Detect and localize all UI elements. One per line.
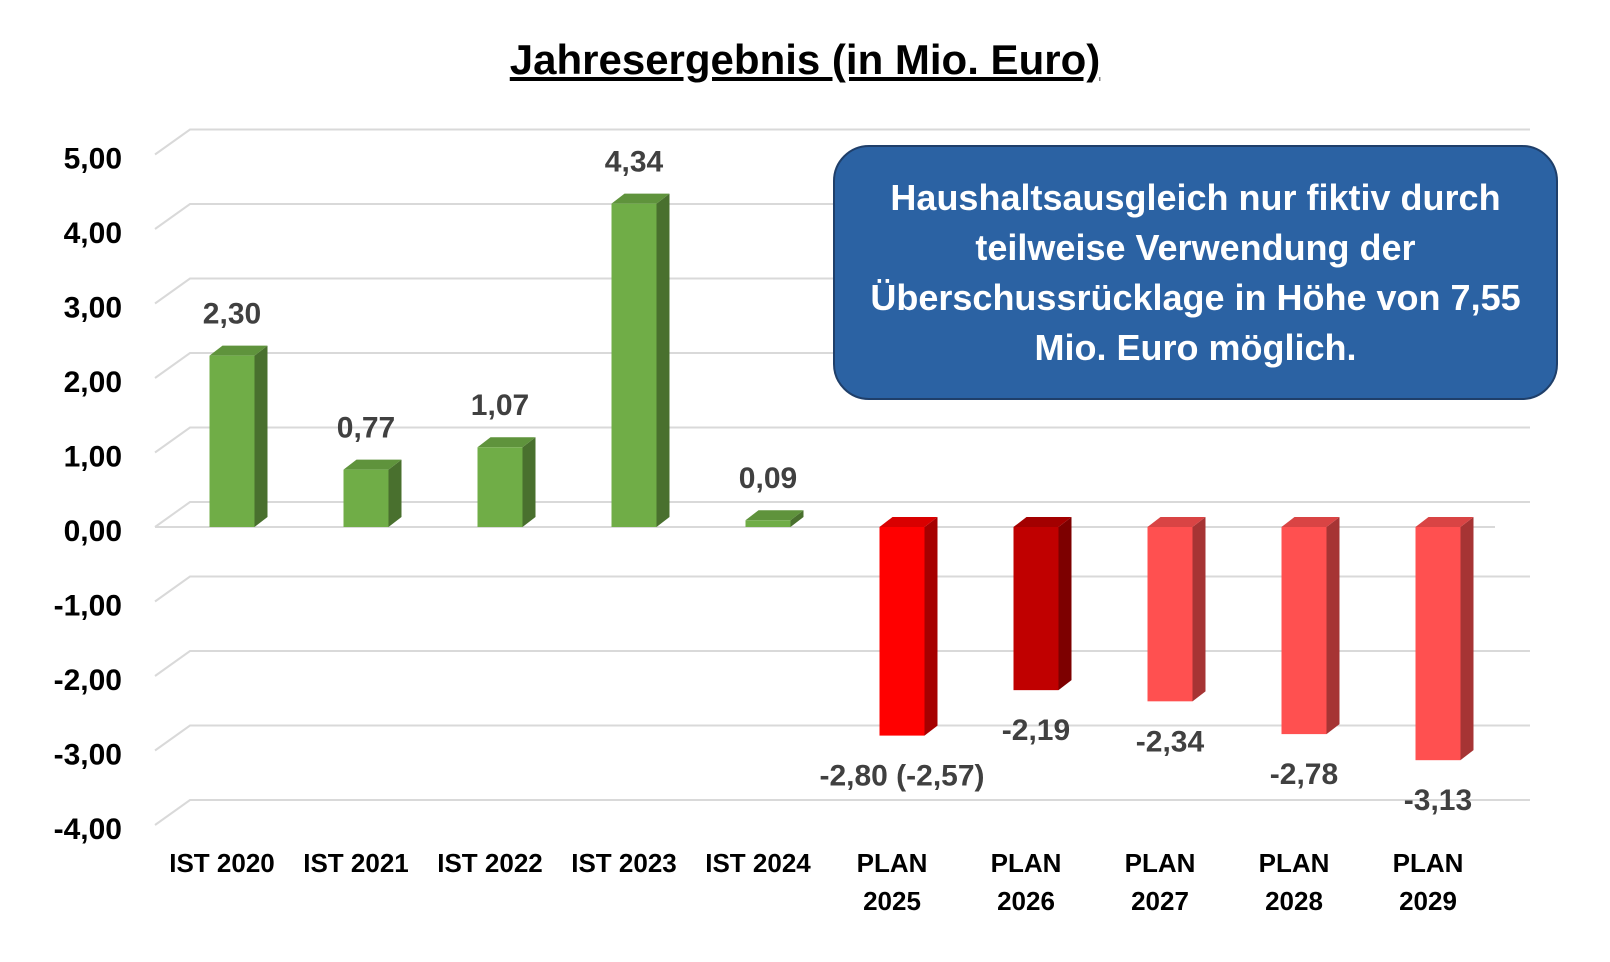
value-label: 2,30	[203, 298, 261, 331]
bar-top	[477, 437, 536, 448]
y-tick-label: -2,00	[54, 664, 122, 697]
bar-front	[1013, 527, 1059, 691]
value-label: 0,09	[739, 462, 797, 495]
bar-front	[611, 203, 657, 528]
chart-title: Jahresergebnis (in Mio. Euro)	[509, 36, 1101, 83]
bar	[1013, 517, 1072, 691]
value-label: 1,07	[471, 389, 529, 422]
bar	[1281, 517, 1340, 735]
grid-line	[154, 799, 1530, 826]
value-label: -2,80 (-2,57)	[819, 760, 984, 793]
bar-top	[343, 459, 402, 470]
bar-front	[879, 527, 925, 736]
bar-side	[1192, 517, 1206, 702]
bar-side	[924, 517, 938, 736]
bar-top	[745, 510, 804, 521]
bar-side	[1326, 517, 1340, 735]
y-tick-label: -3,00	[54, 738, 122, 771]
bar-front	[1147, 527, 1193, 702]
bar-side	[388, 459, 402, 527]
value-label: -3,13	[1404, 784, 1472, 817]
bar-side	[656, 193, 670, 528]
annotation-text: Haushaltsausgleich nur fiktiv durch teil…	[870, 176, 1521, 368]
x-tick-label: IST 2024	[705, 848, 811, 878]
y-tick-label: 5,00	[64, 142, 122, 175]
value-label: 0,77	[337, 412, 395, 445]
grid-line	[154, 724, 1530, 752]
bar-top	[1147, 517, 1206, 527]
grid-line	[154, 575, 1530, 603]
bar	[209, 345, 268, 527]
bar-side	[1058, 517, 1072, 691]
bar-side	[254, 345, 268, 527]
x-tick-label: IST 2023	[571, 848, 677, 878]
x-tick-label: PLAN 2029	[1392, 848, 1464, 916]
grid-line	[154, 501, 1530, 528]
x-tick-label: PLAN 2025	[856, 848, 928, 916]
bar	[879, 517, 938, 736]
x-tick-label: PLAN 2026	[990, 848, 1062, 916]
bar-front	[1415, 527, 1461, 761]
y-tick-label: -1,00	[54, 589, 122, 622]
bar-top	[611, 193, 670, 204]
y-tick-label: 1,00	[64, 440, 122, 473]
bar-front	[1281, 527, 1327, 735]
bar-top	[1013, 517, 1072, 527]
bar-top	[209, 345, 268, 356]
grid-line	[154, 426, 1530, 454]
value-label: 4,34	[605, 146, 664, 179]
bar-top	[879, 517, 938, 527]
value-label: -2,19	[1002, 714, 1070, 747]
bar	[343, 459, 402, 527]
bar	[745, 510, 804, 527]
bar-side	[790, 510, 804, 527]
annotation: Haushaltsausgleich nur fiktiv durch teil…	[833, 145, 1558, 400]
grid-line	[154, 128, 1530, 156]
bar-side	[1460, 517, 1474, 761]
bar	[1415, 517, 1474, 761]
y-tick-label: 3,00	[64, 291, 122, 324]
x-tick-label: PLAN 2028	[1258, 848, 1330, 916]
x-tick-label: IST 2020	[169, 848, 275, 878]
bar	[477, 437, 536, 527]
bar	[611, 193, 670, 528]
y-tick-label: -4,00	[54, 813, 122, 846]
y-tick-label: 4,00	[64, 217, 122, 250]
bar-front	[745, 520, 791, 527]
value-label: -2,34	[1136, 725, 1205, 758]
bar	[1147, 517, 1206, 702]
bar-side	[522, 437, 536, 527]
bar-front	[209, 355, 255, 527]
x-tick-label: IST 2022	[437, 848, 543, 878]
y-tick-label: 0,00	[64, 515, 122, 548]
x-tick-label: IST 2021	[303, 848, 409, 878]
x-tick-label: PLAN 2027	[1124, 848, 1196, 916]
y-tick-label: 2,00	[64, 366, 122, 399]
bar-top	[1281, 517, 1340, 527]
grid-line	[154, 650, 1530, 677]
bar-top	[1415, 517, 1474, 527]
bar-front	[343, 469, 389, 527]
bar-front	[477, 447, 523, 527]
value-label: -2,78	[1270, 758, 1338, 791]
